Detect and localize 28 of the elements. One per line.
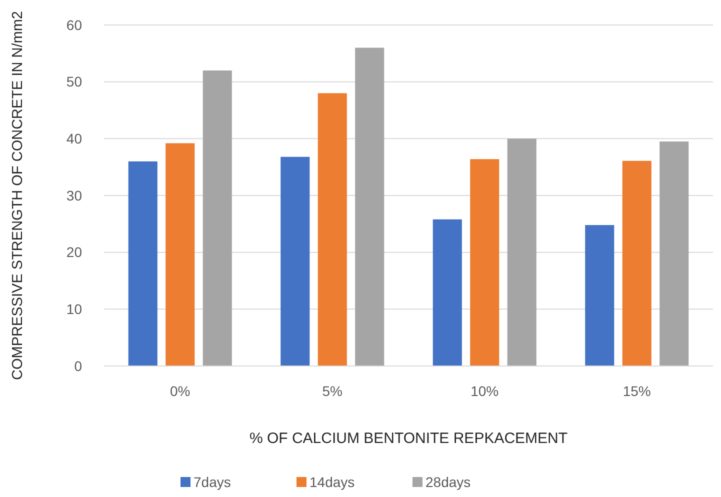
bar: [166, 143, 195, 366]
bar: [470, 159, 500, 366]
bar: [318, 93, 347, 366]
y-tick-label: 10: [66, 301, 82, 318]
y-tick-label: 50: [66, 74, 82, 90]
bar: [128, 161, 158, 366]
y-tick-label: 30: [66, 187, 82, 204]
bar: [660, 142, 689, 366]
x-axis-title: % OF CALCIUM BENTONITE REPKACEMENT: [249, 430, 568, 447]
legend-label: 28days: [426, 474, 471, 490]
bar: [355, 48, 384, 366]
y-tick-label: 40: [66, 130, 82, 147]
y-tick-label: 60: [66, 16, 82, 33]
legend-label: 7days: [194, 474, 231, 490]
y-axis-title: COMPRESSIVE STRENGTH OF CONCRETE IN N/mm2: [10, 11, 26, 380]
y-tick-label: 0: [74, 358, 82, 374]
x-tick-label: 15%: [622, 383, 651, 399]
bar: [280, 156, 310, 366]
bar: [585, 225, 614, 366]
bar: [432, 219, 462, 366]
x-tick-label: 5%: [322, 383, 342, 399]
legend-label: 14days: [310, 474, 355, 490]
bar: [622, 160, 652, 366]
x-tick-label: 0%: [170, 383, 190, 399]
bar: [202, 70, 232, 366]
bar: [507, 138, 536, 366]
y-tick-label: 20: [66, 244, 82, 260]
x-tick-label: 10%: [470, 383, 499, 399]
